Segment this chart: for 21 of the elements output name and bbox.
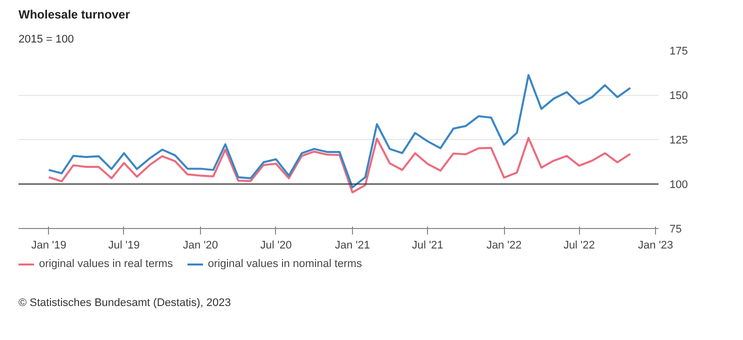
legend-label: original values in nominal terms [208,258,362,270]
x-tick-label: Jul '20 [260,240,292,252]
x-tick-label: Jan '21 [334,240,370,252]
y-tick-label: 150 [670,90,688,102]
x-tick-label: Jan '19 [31,240,66,252]
y-tick-label: 125 [670,134,688,146]
chart-subtitle: 2015 = 100 [18,34,74,46]
x-tick-label: Jul '22 [563,240,595,252]
y-tick-label: 100 [670,179,688,191]
y-tick-label: 175 [670,46,688,58]
legend-label: original values in real terms [39,258,173,270]
x-tick-label: Jan '22 [486,240,522,252]
y-tick-label: 75 [670,224,682,236]
x-tick-label: Jul '21 [412,240,444,252]
line-series [48,136,632,194]
x-tick-label: Jul '19 [108,240,140,252]
text: © Statistisches Bundesamt (Destatis), 2023 [18,297,231,310]
line-series [48,74,632,188]
x-tick-label: Jan '23 [638,240,674,252]
x-tick-label: Jan '20 [182,240,218,252]
chart-title: Wholesale turnover [18,8,130,22]
